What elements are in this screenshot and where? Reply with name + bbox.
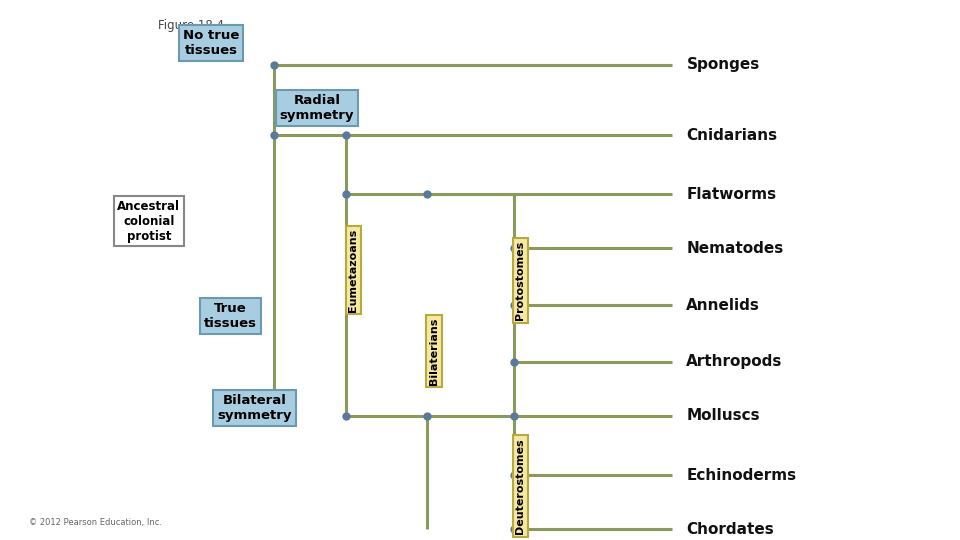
- Text: Protostomes: Protostomes: [516, 241, 525, 320]
- Text: Chordates: Chordates: [686, 522, 774, 537]
- Text: Ancestral
colonial
protist: Ancestral colonial protist: [117, 200, 180, 243]
- Text: Flatworms: Flatworms: [686, 187, 777, 202]
- Text: © 2012 Pearson Education, Inc.: © 2012 Pearson Education, Inc.: [29, 517, 162, 526]
- Text: Eumetazoans: Eumetazoans: [348, 228, 358, 312]
- Text: Bilaterians: Bilaterians: [429, 318, 439, 384]
- Text: Arthropods: Arthropods: [686, 354, 782, 369]
- Text: Sponges: Sponges: [686, 57, 759, 72]
- Text: Echinoderms: Echinoderms: [686, 468, 797, 483]
- Text: Bilateral
symmetry: Bilateral symmetry: [217, 394, 292, 422]
- Text: Radial
symmetry: Radial symmetry: [279, 94, 354, 122]
- Text: Molluscs: Molluscs: [686, 408, 760, 423]
- Text: Annelids: Annelids: [686, 298, 760, 313]
- Text: Deuterostomes: Deuterostomes: [516, 438, 525, 534]
- Text: No true
tissues: No true tissues: [183, 29, 239, 57]
- Text: True
tissues: True tissues: [204, 302, 257, 330]
- Text: Cnidarians: Cnidarians: [686, 127, 778, 143]
- Text: Nematodes: Nematodes: [686, 241, 783, 256]
- Text: Figure 18.4: Figure 18.4: [158, 19, 225, 32]
